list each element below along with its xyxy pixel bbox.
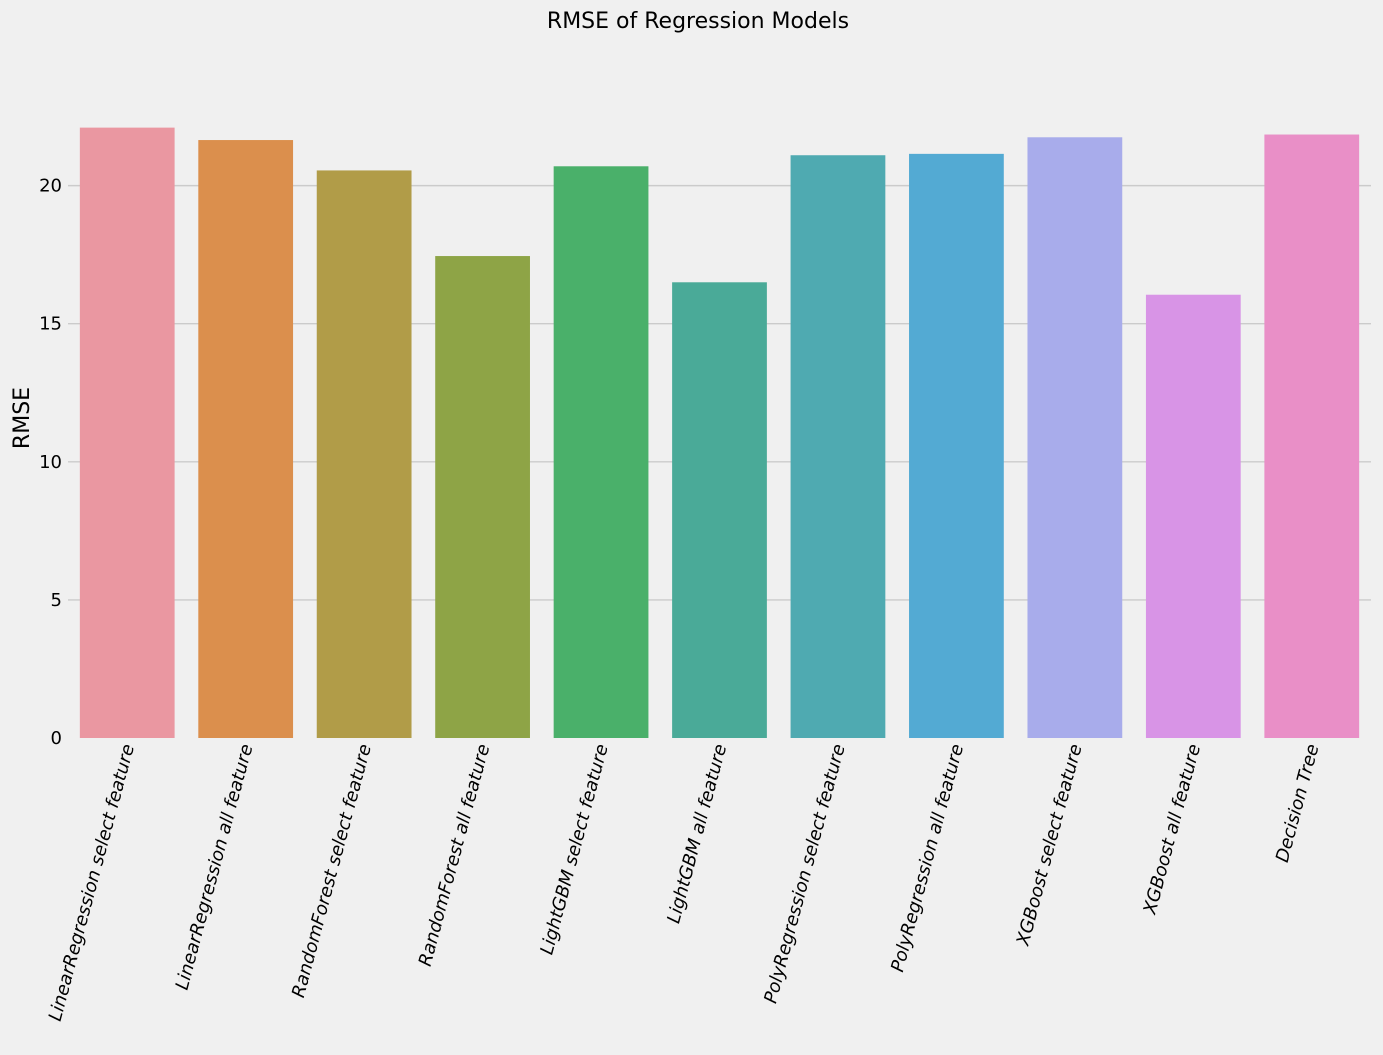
x-tick-label: XGBoost select feature xyxy=(1012,742,1086,949)
x-tick-label: LinearRegression select feature xyxy=(45,742,139,1024)
x-tick-label: RandomForest select feature xyxy=(288,742,376,1000)
y-tick-label: 0 xyxy=(51,728,62,749)
bar xyxy=(198,140,294,739)
y-axis-label: RMSE xyxy=(10,387,35,449)
y-tick-label: 10 xyxy=(39,452,62,473)
bar xyxy=(435,256,530,738)
x-axis-ticks: LinearRegression select feature LinearReg… xyxy=(45,742,1324,1024)
x-tick-label: PolyRegression select feature xyxy=(760,742,850,1006)
bar xyxy=(672,282,767,738)
bar xyxy=(1264,134,1360,738)
x-tick-label: RandomForest all feature xyxy=(415,742,495,969)
x-tick-label: LightGBM select feature xyxy=(536,742,612,957)
y-tick-label: 15 xyxy=(39,314,62,335)
bar xyxy=(316,170,412,738)
x-tick-label: Decision Tree xyxy=(1272,742,1324,865)
x-tick-label: XGBoost all feature xyxy=(1139,742,1205,917)
bar xyxy=(79,127,175,739)
x-tick-label: LightGBM all feature xyxy=(663,742,731,926)
x-tick-label: PolyRegression all feature xyxy=(887,742,968,974)
bar xyxy=(909,153,1004,738)
bar xyxy=(790,155,886,738)
y-tick-label: 5 xyxy=(51,590,62,611)
bar xyxy=(1027,137,1123,739)
bar xyxy=(553,166,649,739)
chart-title: RMSE of Regression Models xyxy=(547,9,849,34)
bars xyxy=(79,127,1360,739)
bar xyxy=(1145,294,1241,738)
y-tick-label: 20 xyxy=(39,176,62,197)
x-tick-label: LinearRegression all feature xyxy=(172,742,258,992)
y-axis-ticks: 0 5 10 15 20 xyxy=(39,176,62,749)
